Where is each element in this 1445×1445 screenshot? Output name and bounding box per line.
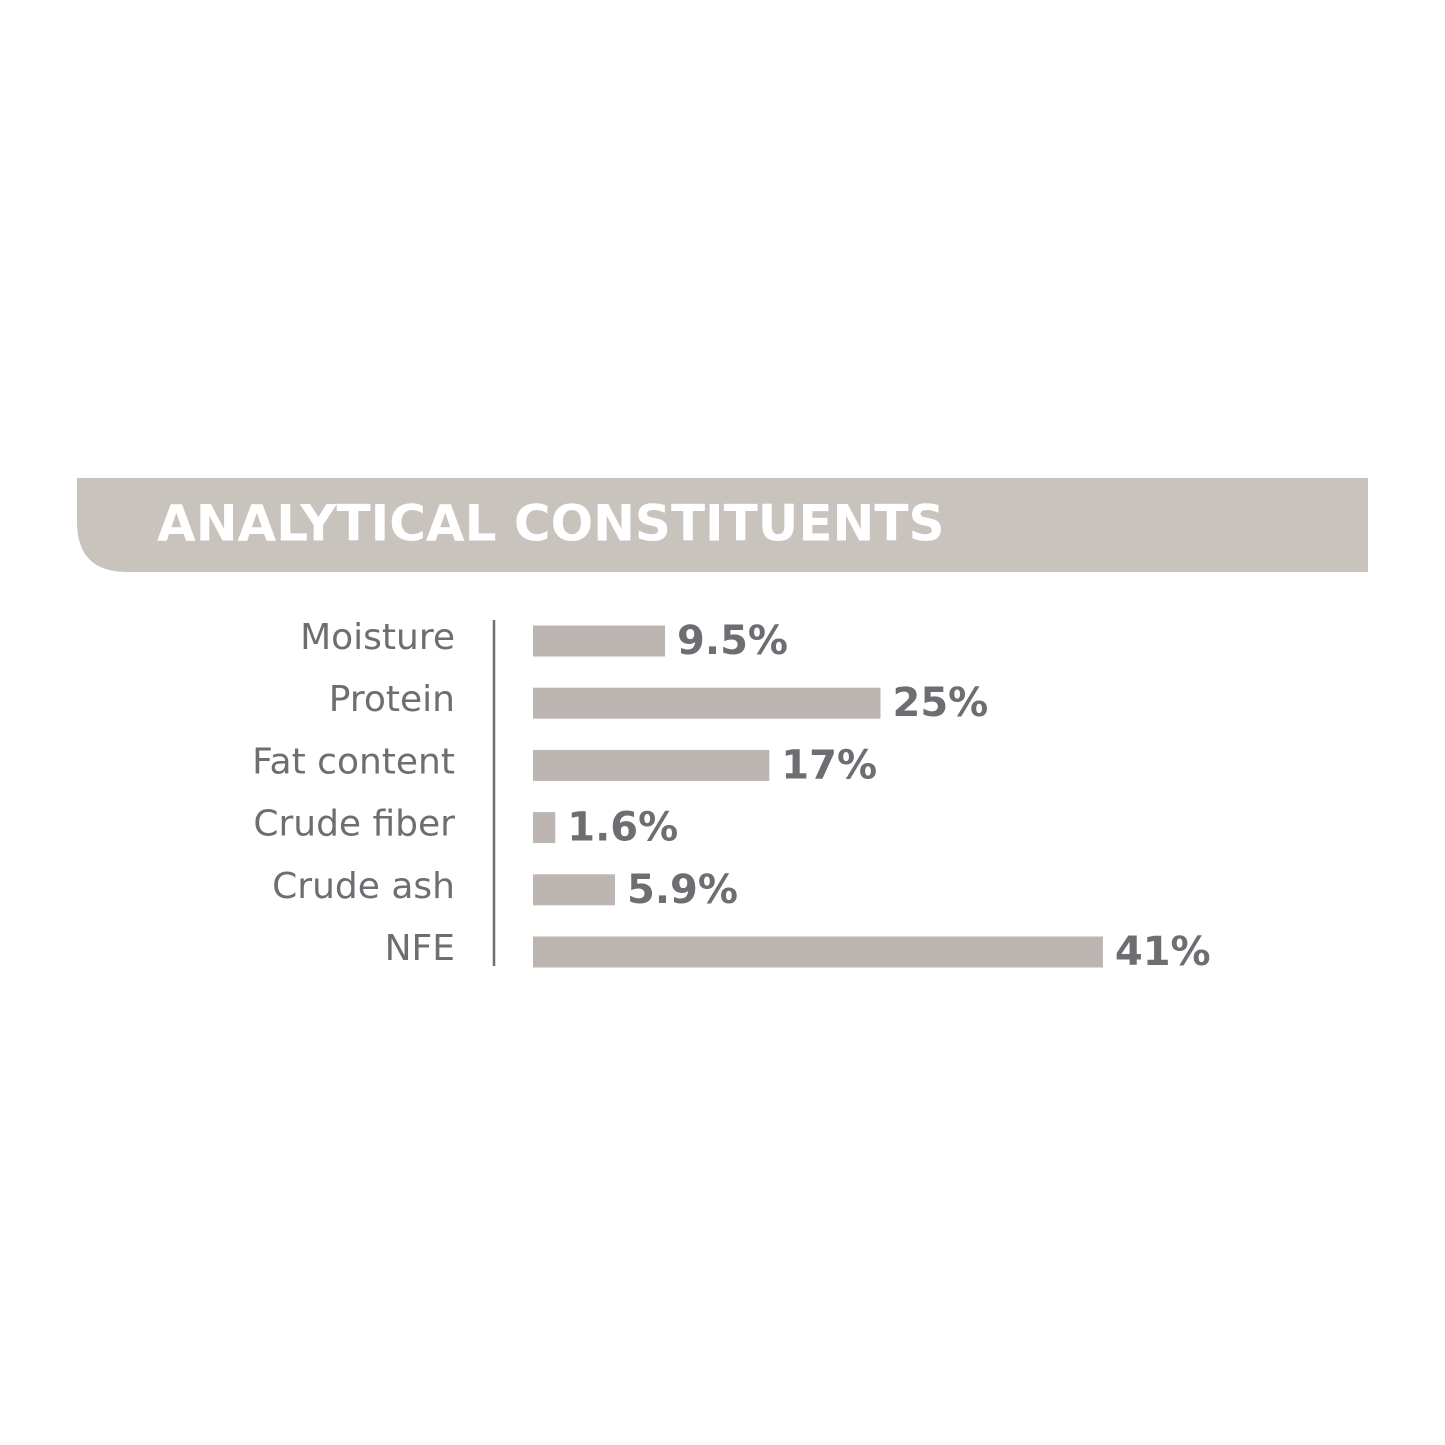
value-label: 1.6% [567,805,678,851]
title-band [77,478,1368,572]
bar [533,874,616,906]
value-label: 25% [893,680,989,726]
value-label: 5.9% [627,867,738,913]
bar [533,812,556,844]
value-label: 17% [781,742,877,788]
category-label: Protein [329,679,455,720]
category-label: NFE [385,928,455,969]
chart-title: ANALYTICAL CONSTITUENTS [157,495,944,553]
bar [533,936,1103,968]
bar [533,687,881,719]
value-label: 9.5% [677,618,788,664]
bar [533,749,770,781]
bar [533,625,666,657]
category-label: Moisture [300,617,455,658]
category-label: Crude fiber [253,804,455,845]
category-label: Crude ash [272,866,455,907]
category-label: Fat content [252,741,455,782]
value-label: 41% [1115,929,1211,975]
